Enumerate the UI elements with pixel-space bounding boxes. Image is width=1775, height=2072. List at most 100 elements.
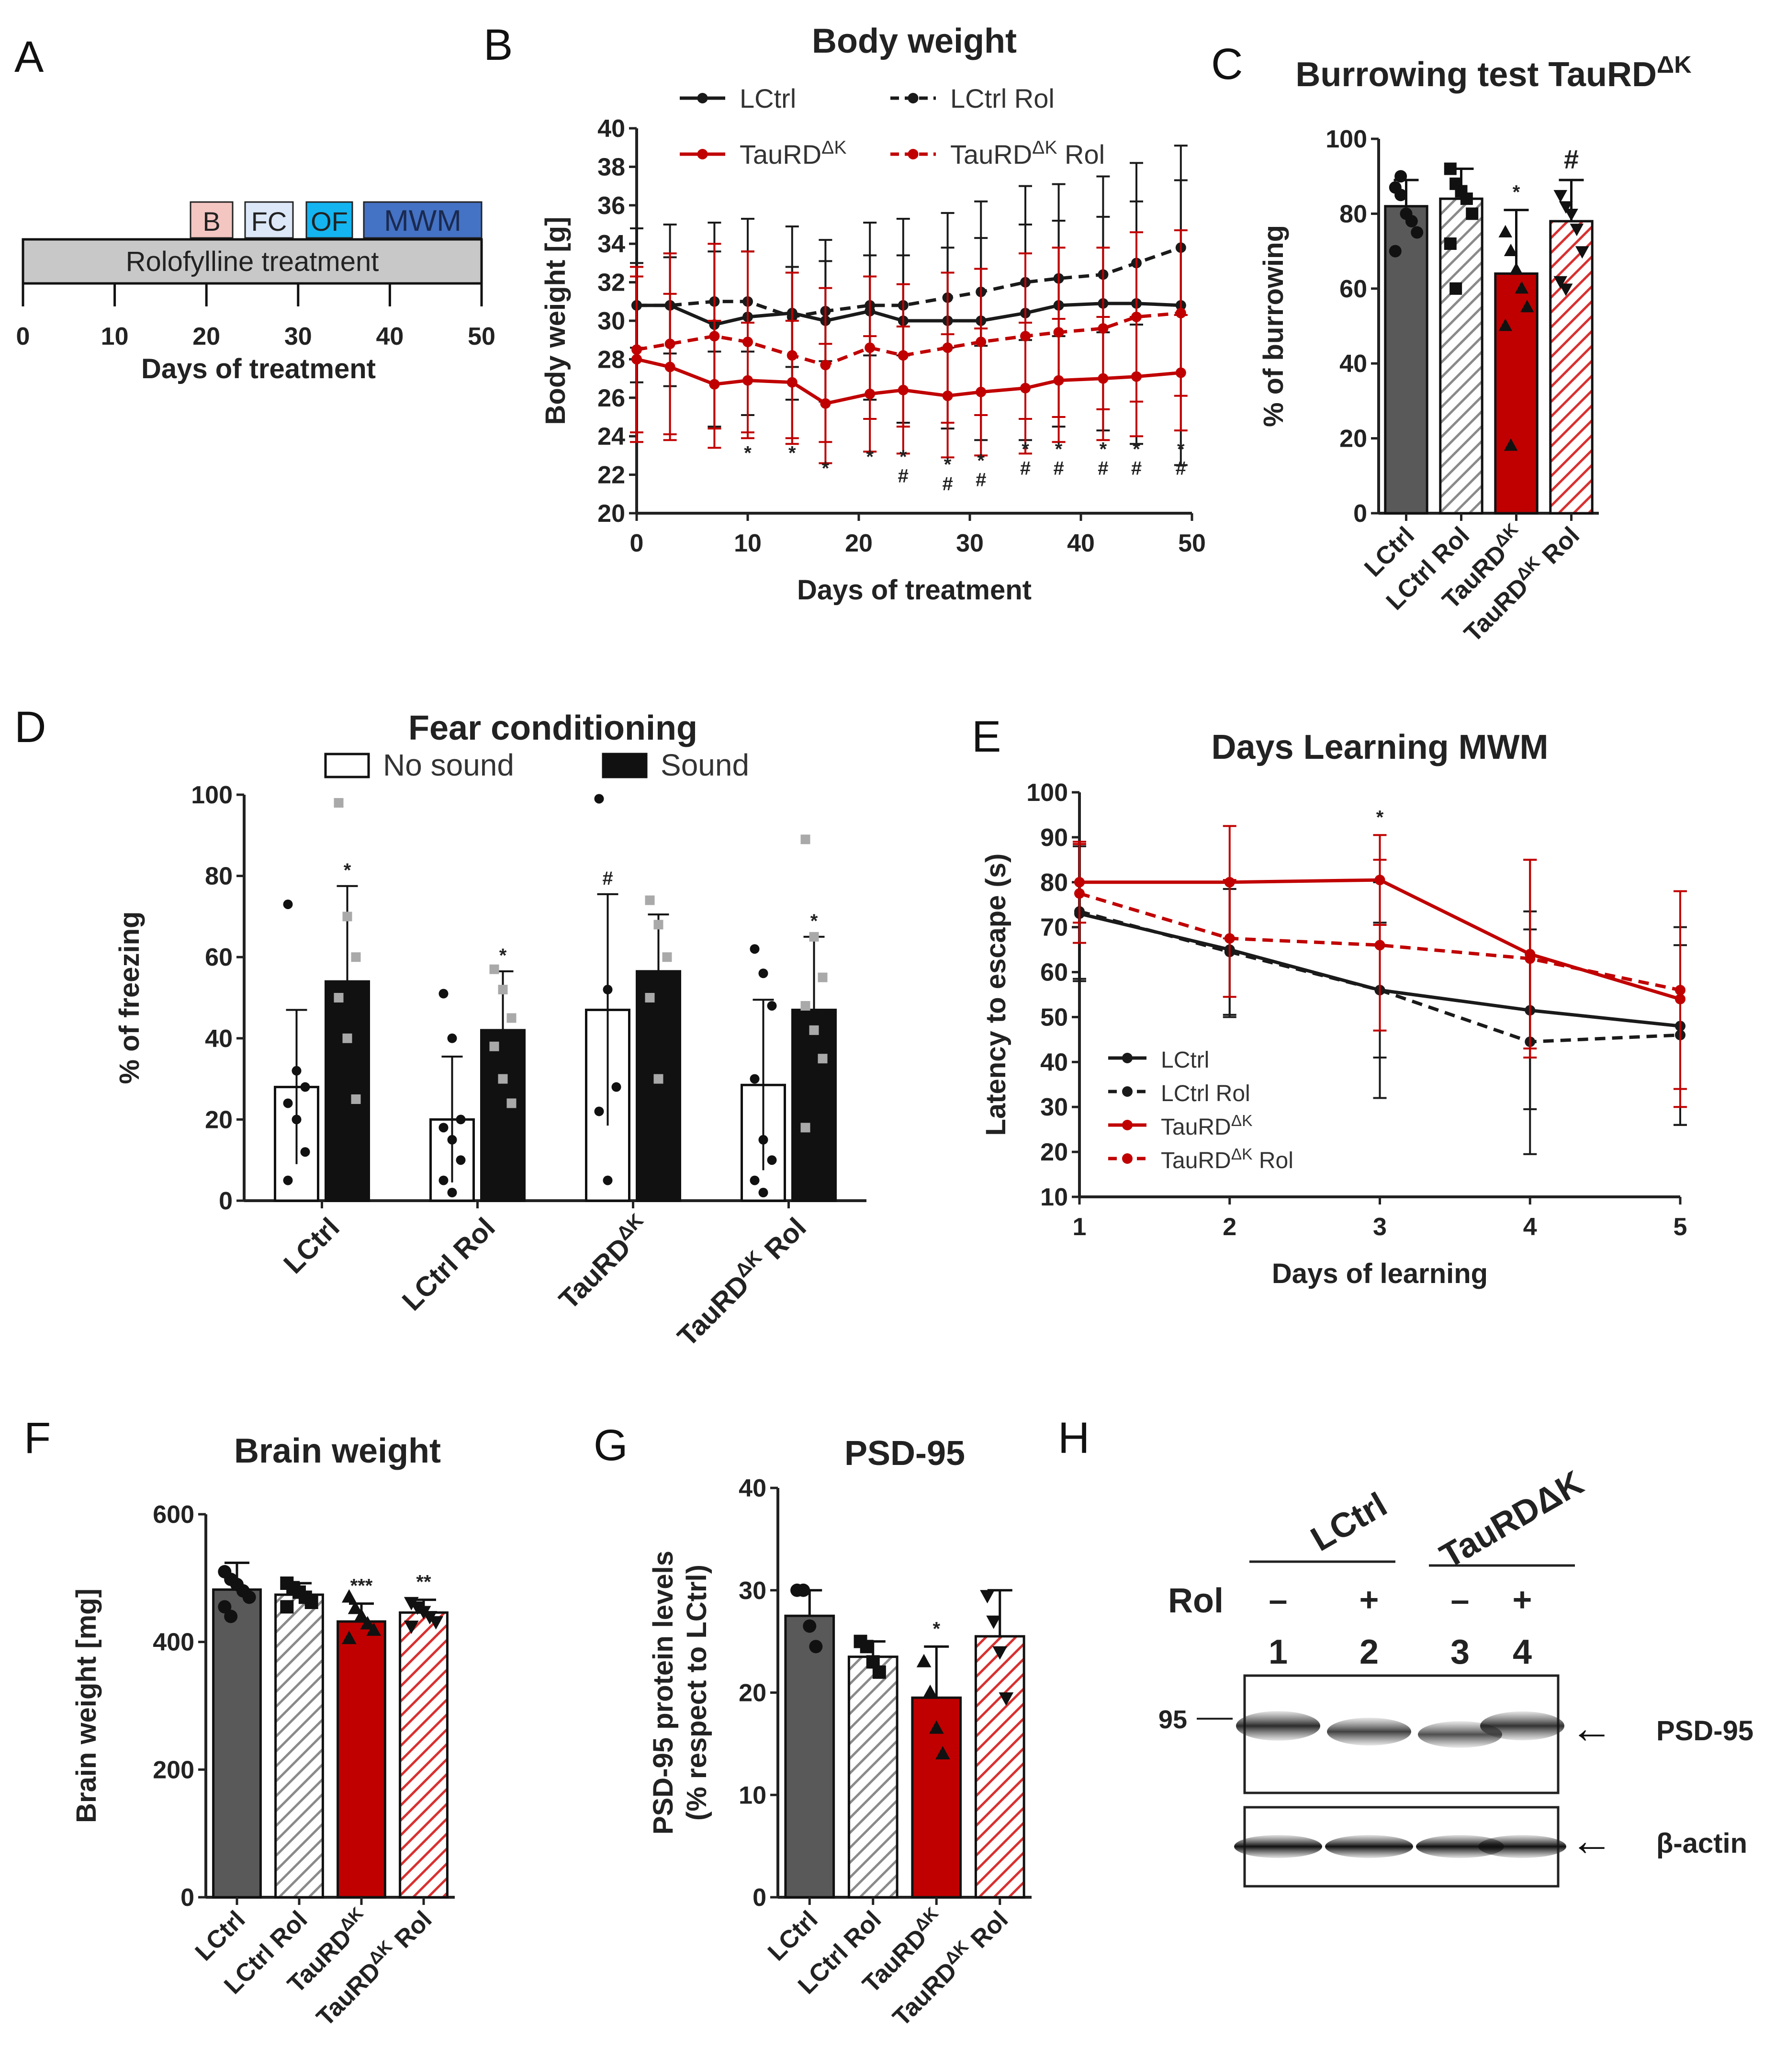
bar-group-0: LCtrl (763, 1583, 835, 1966)
significance-mark: * (1513, 182, 1520, 203)
data-point (1444, 162, 1457, 175)
significance-mark: * (1055, 439, 1063, 460)
data-point (603, 1175, 613, 1185)
data-point (341, 1631, 357, 1644)
y-axis-label: Body weight [g] (540, 217, 571, 425)
significance-mark: * (866, 446, 874, 467)
series-line (637, 246, 1181, 319)
data-point (1444, 237, 1457, 250)
legend-label: TauRDΔK (1161, 1112, 1253, 1140)
data-point (872, 1665, 886, 1679)
psd95-bands (1236, 1711, 1564, 1748)
y-tick-label: 50 (1040, 1003, 1068, 1031)
significance-mark: # (1098, 458, 1108, 479)
data-point (447, 1188, 457, 1198)
brain-weight-chart: Brain weight 0 200 400 600 Brain weight [mg] L… (71, 1432, 455, 2032)
data-point (404, 1621, 419, 1634)
panel-label-h: H (1058, 1414, 1090, 1463)
legend-label: TauRDΔK (740, 137, 847, 170)
chart-title-sup: ΔK (1657, 51, 1692, 78)
legend-swatch (324, 753, 370, 778)
legend-label-part: Rol (1253, 1148, 1293, 1173)
psd95-band (1236, 1711, 1320, 1741)
significance-mark: * (822, 458, 830, 479)
blot-rol-sign: + (1513, 1581, 1532, 1618)
psd95-band (1327, 1718, 1411, 1745)
actin-band (1478, 1835, 1566, 1858)
y-tick-label: 30 (1040, 1093, 1068, 1121)
data-point (283, 1098, 293, 1108)
data-point (1509, 262, 1523, 275)
legend-label: LCtrl (1161, 1047, 1209, 1073)
series-taurd-k-rol (630, 229, 1188, 443)
legend-label-part: TauRD (950, 139, 1032, 169)
data-point (803, 1619, 817, 1633)
data-point (750, 1074, 760, 1084)
data-point (1405, 215, 1418, 228)
data-point (800, 1001, 810, 1011)
data-point (1394, 170, 1407, 183)
legend-label: LCtrl (740, 83, 796, 113)
y-tick-label: 24 (597, 423, 625, 450)
data-point (283, 1175, 293, 1185)
legend-marker (1122, 1053, 1133, 1063)
data-point (818, 1054, 828, 1064)
legend-label-part: TauRD (740, 139, 821, 169)
legend-marker (697, 93, 708, 103)
timeline-tick-label: 20 (192, 323, 220, 350)
significance-mark: * (810, 911, 818, 932)
y-tick-label: 90 (1040, 824, 1068, 852)
actin-band (1325, 1835, 1413, 1858)
legend-label-part: Rol (1057, 139, 1105, 169)
data-point (1520, 300, 1534, 313)
bar-group-1: LCtrl Rol (396, 964, 526, 1317)
y-tick-label: 20 (1339, 425, 1367, 453)
data-point (1389, 245, 1402, 258)
y-tick-label: 100 (191, 781, 233, 809)
x-tick-label: LCtrl Rol (396, 1212, 501, 1317)
x-tick-label: 20 (845, 529, 873, 557)
data-point (1515, 281, 1529, 294)
data-point (506, 1013, 517, 1023)
y-axis-label: Latency to escape (s) (980, 854, 1011, 1136)
legend-label-sup: ΔK (1032, 137, 1057, 158)
blot-lane-number: 4 (1513, 1633, 1532, 1671)
data-point (786, 350, 798, 361)
blot-rol-label: Rol (1168, 1582, 1224, 1620)
chart-title-part: Burrowing test TauRD (1295, 56, 1657, 94)
data-point (342, 912, 352, 922)
legend-label: LCtrl Rol (1161, 1081, 1250, 1106)
bar (274, 1593, 324, 1899)
data-point (800, 834, 810, 845)
y-tick-label: 60 (205, 944, 233, 971)
legend-label-part: TauRD (1161, 1115, 1231, 1140)
significance-mark: # (1131, 458, 1142, 479)
y-tick-label: 80 (1339, 200, 1367, 228)
bar (847, 1655, 899, 1899)
data-point (653, 920, 663, 930)
data-point (304, 1596, 318, 1609)
y-tick-label: 30 (739, 1577, 766, 1605)
data-point (280, 1600, 294, 1614)
significance-mark: *** (350, 1576, 373, 1597)
y-tick-label: 32 (597, 269, 625, 297)
significance-mark: * (944, 454, 952, 475)
y-tick-label: 20 (205, 1106, 233, 1134)
panel-label-d: D (14, 703, 46, 752)
data-point (1675, 985, 1685, 996)
x-tick-label: TauRDΔK (550, 1209, 657, 1316)
significance-mark: # (602, 868, 613, 889)
data-point (809, 1640, 823, 1654)
panel-label-g: G (594, 1421, 628, 1470)
y-tick-label: 40 (1339, 350, 1367, 378)
legend-label-sup: ΔK (1231, 1146, 1253, 1163)
x-tick-label: TauRDΔK Rol (669, 1209, 812, 1353)
y-tick-label: 400 (153, 1629, 194, 1656)
data-point (653, 1074, 663, 1084)
data-point (360, 1616, 375, 1630)
blot-group-lctrl: LCtrl (1304, 1486, 1393, 1559)
blot-rol-sign: – (1269, 1581, 1288, 1618)
legend-label-part: TauRD (1161, 1148, 1231, 1173)
x-tick-label: 30 (956, 529, 984, 557)
y-tick-label: 0 (219, 1187, 233, 1215)
